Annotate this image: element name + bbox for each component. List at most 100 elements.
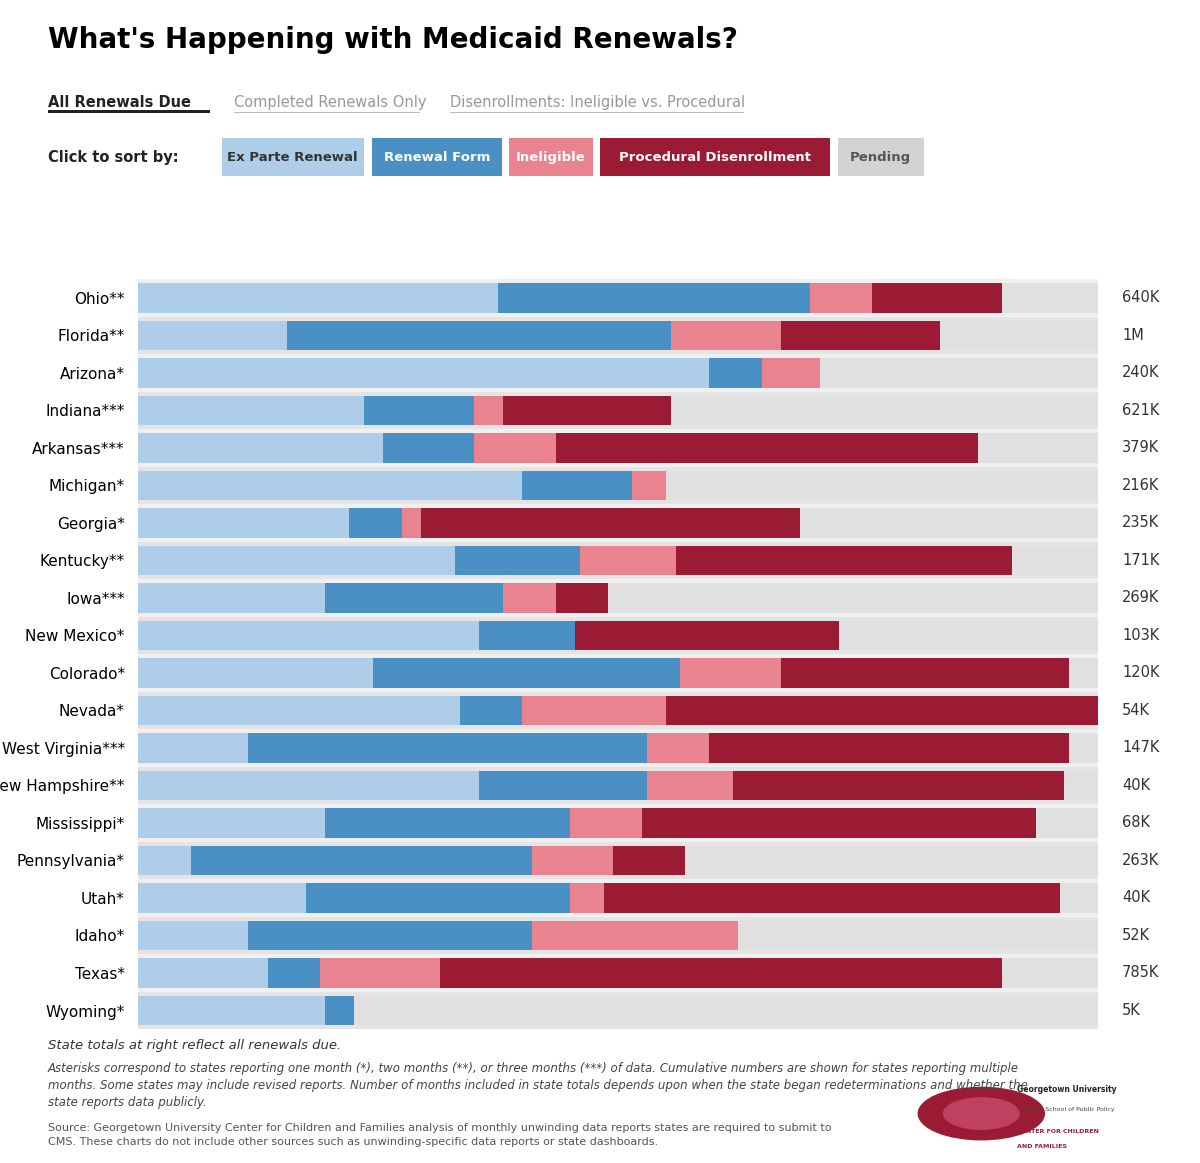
- Bar: [364, 395, 474, 424]
- Bar: [532, 921, 738, 950]
- Bar: [138, 579, 1098, 616]
- Text: 240K: 240K: [1122, 365, 1159, 380]
- Text: 171K: 171K: [1122, 552, 1159, 568]
- Bar: [248, 921, 532, 950]
- Bar: [402, 508, 421, 537]
- Bar: [325, 584, 503, 613]
- Text: 785K: 785K: [1122, 965, 1159, 980]
- Bar: [800, 508, 1098, 537]
- Text: What's Happening with Medicaid Renewals?: What's Happening with Medicaid Renewals?: [48, 26, 738, 53]
- Bar: [575, 621, 839, 650]
- Bar: [138, 958, 268, 987]
- Bar: [138, 621, 479, 650]
- Text: AND FAMILIES: AND FAMILIES: [1018, 1144, 1067, 1149]
- Bar: [604, 884, 1060, 913]
- Bar: [383, 434, 474, 463]
- Bar: [613, 846, 685, 875]
- Bar: [138, 316, 1098, 354]
- Bar: [570, 808, 642, 837]
- Text: Completed Renewals Only: Completed Renewals Only: [234, 95, 426, 110]
- Bar: [460, 695, 522, 725]
- Bar: [138, 808, 325, 837]
- Bar: [138, 654, 1098, 692]
- Bar: [455, 545, 580, 575]
- Bar: [138, 584, 325, 613]
- Bar: [580, 545, 676, 575]
- Bar: [733, 771, 1064, 800]
- Bar: [738, 921, 1098, 950]
- Text: Source: Georgetown University Center for Children and Families analysis of month: Source: Georgetown University Center for…: [48, 1123, 832, 1147]
- Bar: [1002, 958, 1098, 987]
- Bar: [421, 508, 800, 537]
- Bar: [138, 505, 1098, 542]
- Bar: [138, 884, 306, 913]
- Bar: [373, 658, 680, 687]
- Bar: [839, 621, 1098, 650]
- Bar: [138, 466, 1098, 505]
- Text: 52K: 52K: [1122, 928, 1150, 943]
- Bar: [781, 321, 940, 350]
- Bar: [647, 771, 733, 800]
- Bar: [666, 471, 1098, 500]
- Bar: [268, 958, 320, 987]
- Circle shape: [918, 1087, 1044, 1140]
- Bar: [522, 695, 666, 725]
- Bar: [138, 916, 1098, 954]
- Bar: [556, 584, 608, 613]
- Bar: [354, 996, 1098, 1025]
- Bar: [138, 766, 1098, 805]
- Bar: [138, 471, 522, 500]
- Bar: [940, 321, 1098, 350]
- Bar: [138, 729, 1098, 766]
- Bar: [680, 658, 781, 687]
- Bar: [325, 808, 570, 837]
- Bar: [762, 358, 820, 387]
- Bar: [138, 321, 287, 350]
- Text: 621K: 621K: [1122, 402, 1159, 418]
- Bar: [570, 884, 604, 913]
- Bar: [138, 545, 455, 575]
- Bar: [138, 695, 460, 725]
- Bar: [138, 395, 364, 424]
- Text: Asterisks correspond to states reporting one month (*), two months (**), or thre: Asterisks correspond to states reporting…: [48, 1062, 1028, 1108]
- Bar: [498, 284, 810, 313]
- Bar: [138, 992, 1098, 1029]
- Bar: [287, 321, 671, 350]
- Bar: [138, 921, 248, 950]
- Bar: [325, 996, 354, 1025]
- Bar: [1002, 284, 1098, 313]
- Bar: [138, 842, 1098, 879]
- Text: 54K: 54K: [1122, 702, 1150, 718]
- Bar: [138, 358, 709, 387]
- Bar: [191, 846, 532, 875]
- Text: 1M: 1M: [1122, 328, 1144, 343]
- Bar: [474, 395, 503, 424]
- Text: Ex Parte Renewal: Ex Parte Renewal: [228, 150, 358, 164]
- Bar: [642, 808, 1036, 837]
- Text: Ineligible: Ineligible: [516, 150, 586, 164]
- Bar: [138, 996, 325, 1025]
- Bar: [138, 846, 191, 875]
- Text: 5K: 5K: [1122, 1003, 1141, 1018]
- Text: Disenrollments: Ineligible vs. Procedural: Disenrollments: Ineligible vs. Procedura…: [450, 95, 745, 110]
- Bar: [872, 284, 1002, 313]
- Bar: [1064, 771, 1098, 800]
- Bar: [138, 805, 1098, 842]
- Bar: [671, 321, 781, 350]
- Bar: [474, 434, 556, 463]
- Text: 269K: 269K: [1122, 591, 1159, 606]
- Text: 68K: 68K: [1122, 815, 1150, 830]
- Bar: [479, 771, 647, 800]
- Bar: [349, 508, 402, 537]
- Text: CENTER FOR CHILDREN: CENTER FOR CHILDREN: [1018, 1128, 1099, 1134]
- Bar: [306, 884, 570, 913]
- Bar: [138, 354, 1098, 392]
- Text: Renewal Form: Renewal Form: [384, 150, 490, 164]
- Bar: [666, 695, 1098, 725]
- Bar: [138, 508, 349, 537]
- Bar: [138, 284, 498, 313]
- Text: Pending: Pending: [851, 150, 911, 164]
- Text: State totals at right reflect all renewals due.: State totals at right reflect all renewa…: [48, 1039, 341, 1051]
- Bar: [440, 958, 1002, 987]
- Bar: [709, 358, 762, 387]
